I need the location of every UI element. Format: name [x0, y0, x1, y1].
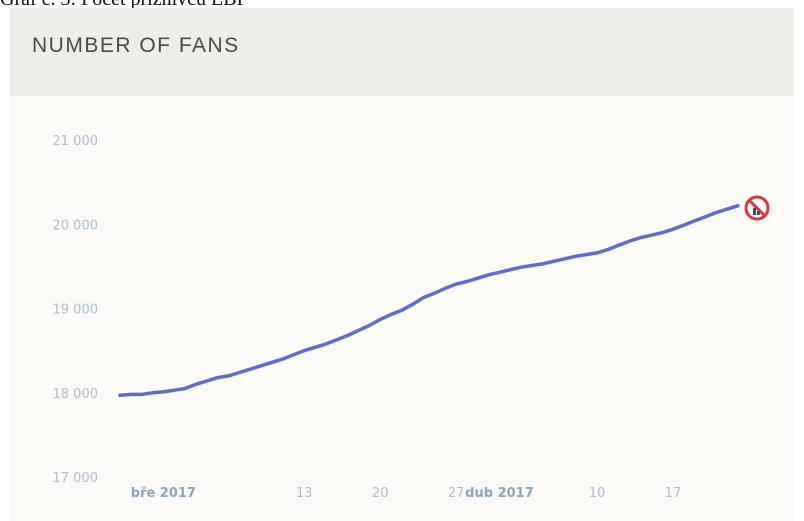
chart-title: NUMBER OF FANS — [32, 34, 240, 57]
panel-header: NUMBER OF FANS — [10, 8, 794, 96]
no-data-prohibited-icon — [744, 195, 770, 221]
x-tick-label: bře 2017 — [131, 486, 196, 501]
y-tick-label: 20 000 — [53, 218, 99, 233]
x-tick-label: 10 — [589, 486, 606, 501]
x-tick-label: 17 — [665, 486, 682, 501]
x-axis-ticks: bře 2017 13 20 27 dub 2017 10 17 — [131, 486, 681, 501]
x-tick-label: 13 — [296, 486, 313, 501]
y-tick-label: 21 000 — [53, 134, 99, 149]
x-tick-label: 27 — [448, 486, 465, 501]
chart-panel: NUMBER OF FANS — [10, 8, 794, 521]
x-tick-label: dub 2017 — [465, 486, 534, 501]
figure-caption: Graf č. 3: Počet příznivců LBF — [0, 0, 248, 10]
x-tick-label: 20 — [372, 486, 389, 501]
y-tick-label: 17 000 — [53, 471, 99, 486]
y-tick-label: 18 000 — [53, 387, 99, 402]
y-axis-ticks: 17 000 18 000 19 000 20 000 21 000 — [53, 134, 99, 486]
series-line-fans — [118, 203, 740, 398]
y-tick-label: 19 000 — [53, 303, 99, 318]
